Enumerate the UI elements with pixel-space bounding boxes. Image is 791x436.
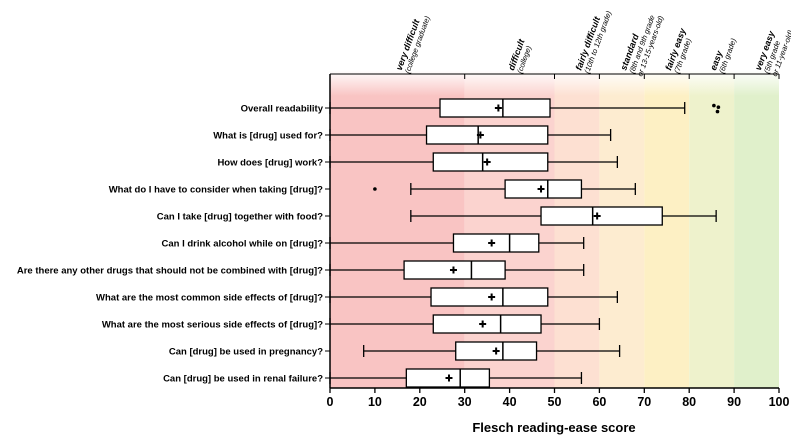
iqr-box [432,314,542,334]
band-label-1: difficult(college) [506,37,533,75]
band-labels: very difficult(college graduate) difficul… [329,9,791,79]
x-tick-label-6: 60 [592,395,606,409]
box-row-4 [410,206,717,226]
x-tick-label-1: 10 [368,395,382,409]
category-label-1: What is [drug] used for? [213,131,323,142]
band-label-2: fairly difficult(10th to 12th grade) [573,9,613,74]
category-label-3: What do I have to consider when taking [… [109,185,323,196]
category-label-2: How does [drug] work? [217,158,323,169]
category-labels: Overall readability What is [drug] used f… [17,104,330,385]
band-label-4: fairly easy(7th grade) [663,26,693,75]
x-tick-label-0: 0 [327,395,334,409]
category-label-7: What are the most common side effects of… [96,293,323,304]
x-tick-label-10: 100 [769,395,790,409]
category-label-0: Overall readability [241,104,324,115]
box-row-9 [363,341,621,361]
outlier-point-0 [373,187,377,191]
box-row-3 [373,179,636,199]
readability-bands [330,70,779,388]
category-label-8: What are the most serious side effects o… [102,320,323,331]
iqr-box [540,206,663,226]
band-3 [599,96,645,388]
x-tick-label-4: 40 [503,395,517,409]
band-5 [689,96,735,388]
iqr-box [425,125,549,145]
x-tick-label-8: 80 [682,395,696,409]
box-row-10 [329,368,583,388]
category-label-6: Are there any other drugs that should no… [17,266,323,277]
x-axis-title: Flesch reading-ease score [472,420,635,435]
band-2 [554,96,600,388]
category-label-9: Can [drug] be used in pregnancy? [169,347,323,358]
x-tick-label-5: 50 [548,395,562,409]
box-series [329,98,721,388]
box-row-1 [329,125,612,145]
x-axis: 0 10 20 30 40 50 60 70 80 90 100 [327,74,790,409]
band-label-5: easy(6th grade) [708,37,738,75]
category-label-4: Can I take [drug] together with food? [157,212,323,223]
category-label-5: Can I drink alcohol while on [drug]? [162,239,324,250]
x-tick-label-3: 30 [458,395,472,409]
band-0 [330,96,465,388]
outlier-point-2 [715,109,720,114]
outlier-point-0 [712,103,716,108]
box-row-2 [329,152,619,172]
outlier-point-1 [716,105,721,109]
category-label-10: Can [drug] be used in renal failure? [163,374,323,385]
iqr-box [452,233,540,253]
band-6 [734,96,779,388]
band-4 [644,96,690,388]
box-row-5 [329,233,585,253]
x-tick-label-2: 20 [413,395,427,409]
x-tick-label-9: 90 [727,395,741,409]
x-tick-label-7: 70 [637,395,651,409]
box-row-7 [329,287,619,307]
band-label-0: very difficult(college graduate) [394,14,432,74]
